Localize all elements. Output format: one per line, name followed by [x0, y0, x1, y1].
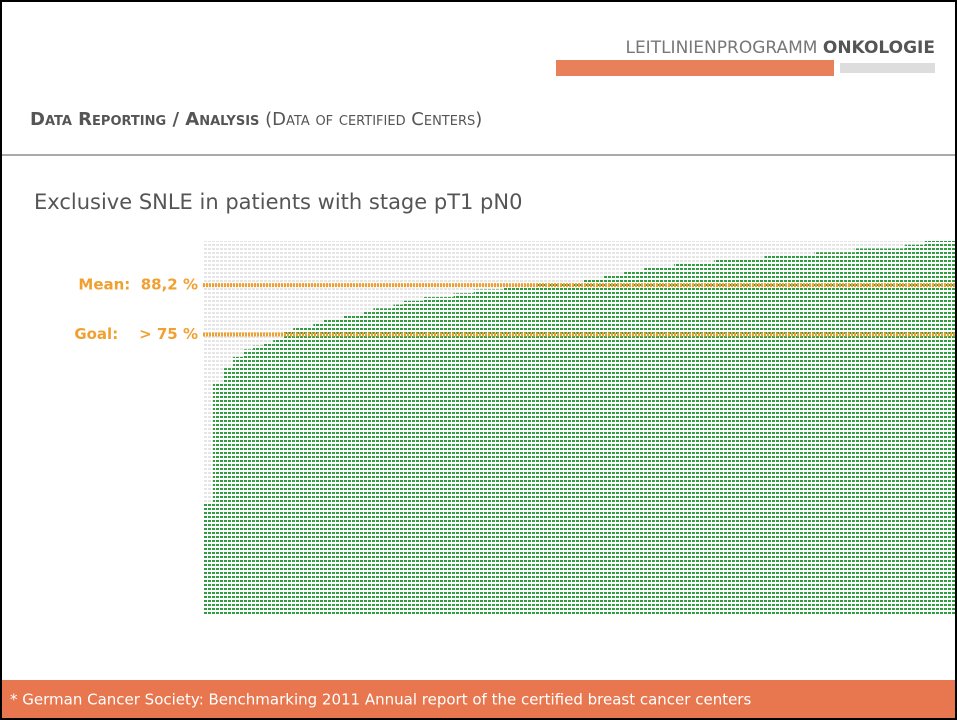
bar: [844, 252, 855, 615]
bar: [343, 315, 354, 615]
bar: [463, 293, 474, 615]
bar: [443, 297, 454, 615]
bar: [563, 282, 574, 615]
bar: [714, 259, 725, 615]
bar: [654, 267, 665, 615]
bar: [644, 267, 655, 615]
bar: [413, 300, 424, 615]
bar: [914, 244, 925, 616]
bar: [453, 293, 464, 615]
bar: [373, 308, 384, 615]
bar: [523, 285, 534, 615]
title-rest: (Data of certified Centers): [265, 109, 482, 130]
bar: [533, 282, 544, 615]
logo: LEITLINIENPROGRAMM ONKOLOGIE: [625, 38, 935, 58]
bar: [283, 330, 294, 615]
bar: [804, 255, 815, 615]
bar: [513, 285, 524, 615]
bar: [834, 252, 845, 615]
bar: [243, 349, 254, 615]
bar: [704, 263, 715, 615]
bar: [694, 263, 705, 615]
bar: [553, 282, 564, 615]
bar: [924, 241, 935, 615]
bar: [764, 255, 775, 615]
bar: [423, 297, 434, 615]
bar: [333, 319, 344, 615]
bar: [313, 323, 324, 615]
bar: [774, 255, 785, 615]
bar: [233, 356, 244, 615]
bar: [824, 252, 835, 615]
bar: [223, 368, 234, 615]
logo-bar: [556, 60, 834, 76]
bar: [503, 285, 514, 615]
bar: [744, 259, 755, 615]
bar: [944, 241, 955, 615]
bar: [854, 248, 865, 616]
reference-label: Goal: > 75 %: [74, 325, 198, 343]
bar: [674, 263, 685, 615]
bar: [874, 248, 885, 616]
bar: [794, 255, 805, 615]
logo-light: LEITLINIENPROGRAMM: [625, 38, 817, 58]
bar: [584, 278, 595, 615]
bar: [303, 327, 314, 615]
bar: [213, 383, 224, 615]
bar: [684, 263, 695, 615]
bar: [323, 319, 334, 615]
bar: [203, 502, 214, 615]
bar: [253, 345, 264, 615]
bar: [263, 341, 274, 615]
bar: [594, 278, 605, 615]
bar: [293, 327, 304, 615]
plot: Mean: 88,2 % Goal: > 75 %: [74, 241, 955, 616]
bar: [403, 300, 414, 615]
bar: [473, 289, 484, 615]
bar: [543, 282, 554, 615]
bar: [904, 244, 915, 616]
logo-partners: [840, 63, 935, 73]
bar: [634, 270, 645, 615]
chart-title: Exclusive SNLE in patients with stage pT…: [34, 190, 522, 214]
bar: [814, 252, 825, 615]
bar: [754, 259, 765, 615]
bar: [573, 282, 585, 615]
bar: [604, 274, 615, 615]
bar: [884, 248, 895, 616]
title-bold: Data Reporting / Analysis: [30, 109, 259, 130]
bar: [614, 274, 625, 615]
bar: [894, 248, 905, 616]
reference-label: Mean: 88,2 %: [78, 276, 198, 294]
bar: [734, 259, 745, 615]
bar: [483, 289, 494, 615]
bar: [363, 312, 374, 615]
bar: [664, 267, 675, 615]
section-title: Data Reporting / Analysis (Data of certi…: [30, 109, 482, 130]
logo-bold: ONKOLOGIE: [823, 38, 935, 58]
bar: [624, 270, 635, 615]
footer-text: * German Cancer Society: Benchmarking 20…: [10, 691, 751, 709]
bar: [493, 289, 504, 615]
bar: [273, 338, 284, 615]
bar: [393, 304, 404, 615]
bar: [784, 255, 795, 615]
bar: [864, 248, 875, 616]
bar: [724, 259, 735, 615]
bar: [433, 297, 444, 615]
footer-bar: [2, 680, 955, 718]
bar: [383, 308, 394, 615]
bar: [934, 241, 945, 615]
bar: [353, 315, 364, 615]
